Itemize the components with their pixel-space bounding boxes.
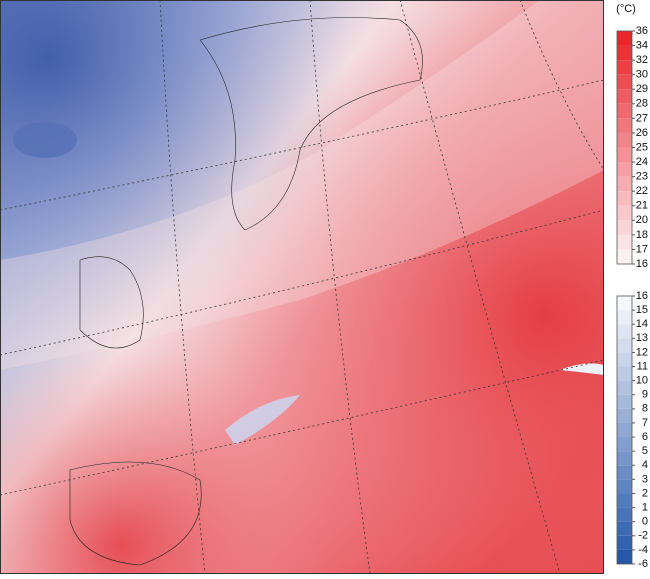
colorbar-segment [617,103,632,119]
unit-label: (°C) [616,3,636,15]
colorbar-tick-label: 4 [642,459,648,471]
colorbar-tick-label: 20 [636,214,648,226]
colorbar-segment [617,422,632,438]
colorbar-tick-label: 11 [637,360,648,372]
colorbar-segment [617,338,632,353]
colorbar-segment [617,451,632,466]
colorbars: 3634323029282726252423222120181716161514… [616,25,648,570]
colorbar-tick-label: 16 [636,258,648,270]
colorbar-tick-label: 8 [642,403,648,415]
colorbar-tick-label: 36 [636,25,648,37]
colorbar-tick-label: 25 [636,141,648,153]
colorbar-segment [617,324,632,339]
colorbar-segment [617,234,632,250]
colorbar-tick-label: 10 [636,375,648,387]
colorbar-segment [617,74,632,90]
colorbar-tick-label: 26 [636,127,648,139]
colorbar-segment [617,507,632,522]
colorbar-tick-label: 1 [642,501,648,513]
colorbar-tick-label: 21 [636,200,648,212]
colorbar-segment [617,45,632,61]
colorbar-tick-label: 16 [636,290,648,302]
colorbar-segment [617,31,632,46]
colorbar-tick-label: 18 [636,229,648,241]
colorbar-tick-label: 12 [636,346,648,358]
colorbar-segment [617,465,632,480]
colorbar-segment [617,191,632,206]
colorbar-segment [617,352,632,367]
colorbar-segment [617,147,632,163]
colorbar-tick-label: 0 [642,516,648,528]
colorbar-segment [617,296,632,311]
colorbar-tick-label: 30 [636,69,648,81]
colorbar-segment [617,89,632,104]
colorbar-tick-label: -6 [638,558,648,570]
colorbar-tick-label: 22 [636,185,648,197]
colorbar-tick-label: 9 [642,389,648,401]
colorbar-segment [617,366,632,381]
colorbar-tick-label: 13 [636,332,648,344]
colorbar-tick-label: 17 [636,243,648,255]
colorbar-segment [617,176,632,192]
colorbar-segment [617,521,632,536]
colorbar-tick-label: 28 [636,98,648,110]
colorbar-tick-label: 5 [642,445,648,457]
colorbar-segment [617,310,632,325]
colorbar-segment [617,437,632,452]
temperature-map [0,0,604,574]
colorbar-tick-label: 14 [636,318,648,330]
colorbar-segment [617,249,632,264]
colorbar-tick-label: 6 [642,431,648,443]
colorbar-tick-label: 34 [636,39,648,51]
colorbar-segment [617,549,632,564]
colorbar-segment [617,118,632,133]
colorbar-tick-label: 7 [642,417,648,429]
colorbar-tick-label: 3 [642,473,648,485]
colorbar-segment [617,479,632,494]
colorbar-segment [617,380,632,395]
colorbar-segment [617,394,632,409]
colorbar-tick-label: 29 [636,83,648,95]
colorbar-tick-label: -2 [638,530,648,542]
colorbar-segment [617,60,632,75]
colorbar-segment [617,408,632,423]
colorbar-frame [616,295,633,565]
colorbar-segment [617,162,632,177]
colorbar-tick-label: 15 [636,304,648,316]
colorbar-segment [617,493,632,508]
colorbar-tick-label: 24 [636,156,648,168]
colorbar-tick-label: -4 [638,544,648,556]
colorbar-segment [617,535,632,550]
colorbar-tick-label: 27 [636,112,648,124]
colorbar-segment [617,220,632,235]
colorbar-tick-label: 23 [636,171,648,183]
colorbar-tick-label: 32 [636,54,648,66]
colorbar-segment [617,205,632,221]
colorbar-segment [617,132,632,148]
colorbar-tick-label: 2 [642,487,648,499]
